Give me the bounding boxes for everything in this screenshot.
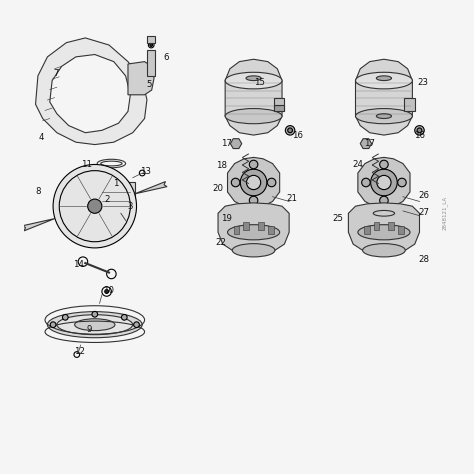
Text: 11: 11 xyxy=(81,161,92,169)
Text: 1: 1 xyxy=(113,180,119,188)
Text: 17: 17 xyxy=(221,139,232,147)
Circle shape xyxy=(267,178,276,187)
PathPatch shape xyxy=(218,203,289,254)
Ellipse shape xyxy=(57,315,133,335)
Text: 16: 16 xyxy=(292,131,303,139)
Circle shape xyxy=(105,290,109,293)
Ellipse shape xyxy=(225,72,282,89)
Circle shape xyxy=(134,322,139,328)
Circle shape xyxy=(121,314,127,320)
Text: 6: 6 xyxy=(163,54,169,62)
Bar xyxy=(258,222,264,229)
PathPatch shape xyxy=(225,59,282,135)
PathPatch shape xyxy=(128,62,154,95)
Text: 4: 4 xyxy=(39,133,45,142)
Text: 8: 8 xyxy=(35,188,41,196)
Text: 23: 23 xyxy=(417,79,428,87)
Ellipse shape xyxy=(376,114,392,118)
Bar xyxy=(364,226,370,234)
PathPatch shape xyxy=(135,182,167,194)
Ellipse shape xyxy=(356,72,412,89)
Text: 28: 28 xyxy=(419,255,430,264)
Text: 22: 22 xyxy=(215,238,226,247)
Ellipse shape xyxy=(47,312,142,337)
Text: 9: 9 xyxy=(86,325,92,334)
Text: 16: 16 xyxy=(414,131,425,139)
Ellipse shape xyxy=(228,225,280,240)
Circle shape xyxy=(53,164,137,248)
Ellipse shape xyxy=(225,109,282,124)
Text: 3: 3 xyxy=(128,202,133,210)
PathPatch shape xyxy=(356,59,412,135)
Text: 17: 17 xyxy=(364,139,375,147)
Text: 24: 24 xyxy=(352,161,364,169)
PathPatch shape xyxy=(230,139,242,148)
Circle shape xyxy=(377,175,391,190)
Text: 18: 18 xyxy=(216,162,228,170)
Bar xyxy=(244,222,249,229)
Circle shape xyxy=(285,126,295,135)
Ellipse shape xyxy=(246,114,261,118)
Bar xyxy=(274,105,284,111)
Circle shape xyxy=(231,178,240,187)
Bar xyxy=(234,226,239,234)
Text: 26: 26 xyxy=(419,191,430,200)
Bar xyxy=(147,36,155,43)
Circle shape xyxy=(150,44,153,46)
Text: 10: 10 xyxy=(102,286,114,294)
Ellipse shape xyxy=(232,244,275,257)
Circle shape xyxy=(249,160,258,169)
PathPatch shape xyxy=(36,38,147,145)
PathPatch shape xyxy=(358,157,410,208)
Text: 21: 21 xyxy=(286,194,297,202)
Circle shape xyxy=(371,169,397,196)
Text: 27: 27 xyxy=(419,208,430,217)
Text: 5: 5 xyxy=(146,80,152,89)
Ellipse shape xyxy=(358,225,410,240)
Circle shape xyxy=(88,199,102,213)
Text: 13: 13 xyxy=(140,167,152,176)
Ellipse shape xyxy=(363,244,405,257)
Ellipse shape xyxy=(356,109,412,124)
Bar xyxy=(398,226,404,234)
Circle shape xyxy=(240,169,267,196)
Text: 25: 25 xyxy=(332,215,343,223)
Circle shape xyxy=(380,196,388,205)
Circle shape xyxy=(417,128,422,133)
Text: 15: 15 xyxy=(254,79,265,87)
Circle shape xyxy=(362,178,370,187)
Bar xyxy=(147,50,155,76)
Circle shape xyxy=(246,175,261,190)
Bar xyxy=(404,98,415,111)
Text: 19: 19 xyxy=(221,215,232,223)
Ellipse shape xyxy=(376,76,392,81)
Circle shape xyxy=(249,196,258,205)
Text: 14: 14 xyxy=(73,260,84,269)
Text: 12: 12 xyxy=(74,347,85,356)
PathPatch shape xyxy=(348,203,419,254)
Circle shape xyxy=(288,128,292,133)
Text: 20: 20 xyxy=(212,184,224,193)
Circle shape xyxy=(92,311,98,317)
Circle shape xyxy=(63,314,68,320)
Bar xyxy=(274,98,284,111)
Bar xyxy=(388,222,394,229)
Text: 2: 2 xyxy=(104,195,109,203)
PathPatch shape xyxy=(50,55,130,133)
Ellipse shape xyxy=(246,76,261,81)
PathPatch shape xyxy=(228,157,280,208)
PathPatch shape xyxy=(23,219,55,231)
Text: 7: 7 xyxy=(53,69,59,78)
Bar xyxy=(268,226,273,234)
Bar xyxy=(374,222,380,229)
PathPatch shape xyxy=(360,139,372,148)
Circle shape xyxy=(398,178,406,187)
PathPatch shape xyxy=(97,182,135,211)
Text: 2848121_LA: 2848121_LA xyxy=(442,196,447,230)
Circle shape xyxy=(415,126,424,135)
Circle shape xyxy=(50,322,56,328)
Ellipse shape xyxy=(75,319,115,331)
Circle shape xyxy=(380,160,388,169)
